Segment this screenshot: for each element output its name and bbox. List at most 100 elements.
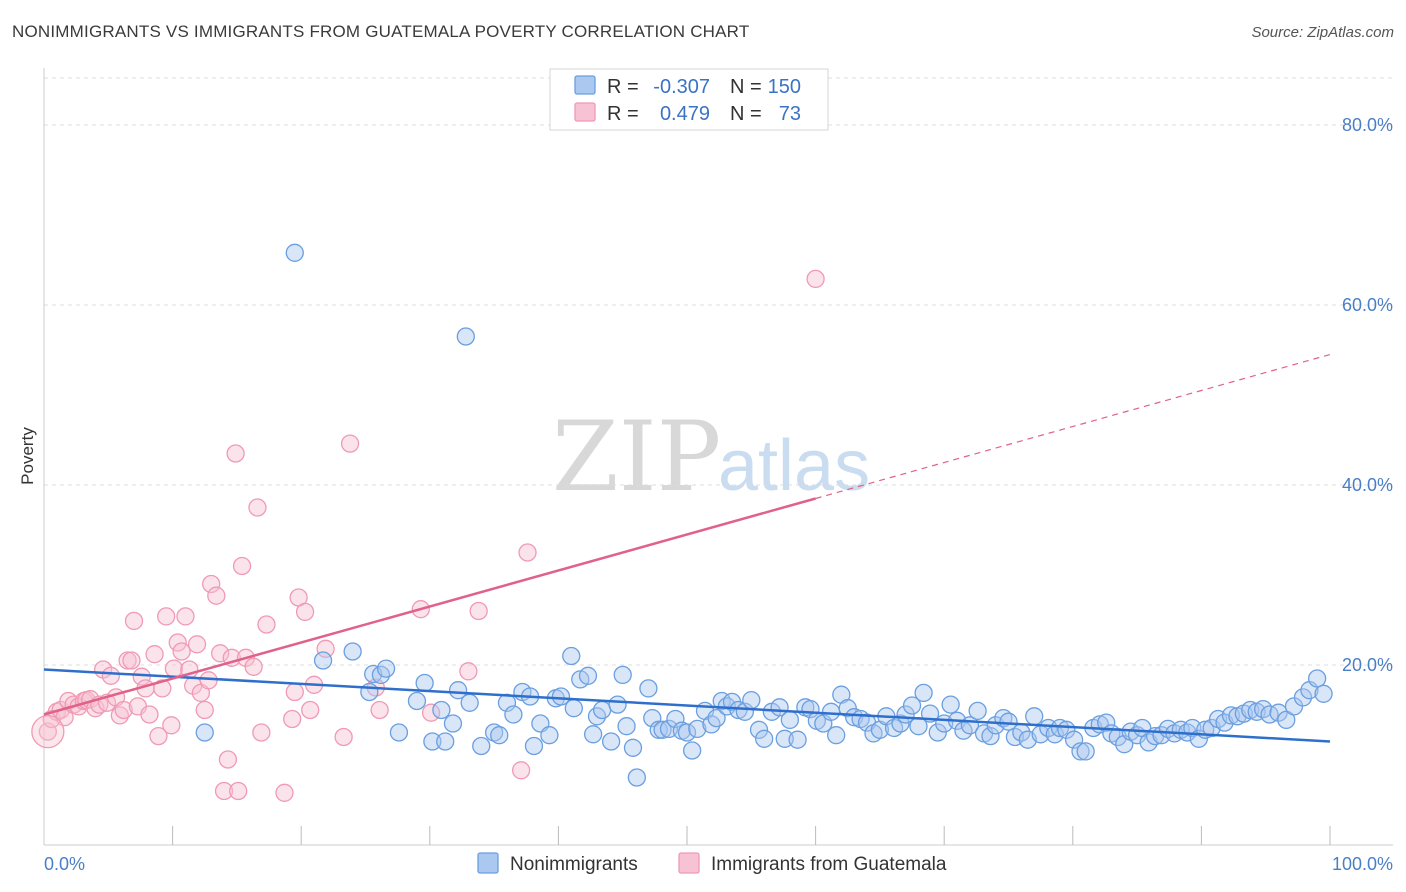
- nonimmigrants-point: [562, 646, 581, 666]
- legend-n-label: N =: [730, 103, 762, 125]
- nonimmigrants-point: [432, 700, 451, 720]
- immigrants-point: [132, 667, 151, 686]
- nonimmigrants-point: [821, 702, 841, 721]
- immigrants-point: [140, 705, 159, 724]
- immigrants-point: [252, 723, 271, 742]
- immigrants-point: [114, 700, 133, 720]
- legend-n-value: 73: [779, 103, 801, 125]
- nonimmigrants-point: [902, 696, 922, 715]
- immigrants-point: [370, 700, 389, 720]
- immigrants-point: [806, 269, 825, 289]
- immigrants-point: [340, 434, 360, 453]
- immigrants-point: [285, 682, 304, 702]
- nonimmigrants-point: [617, 717, 636, 736]
- legend-n-label: N =: [730, 76, 762, 98]
- immigrants-point: [334, 727, 353, 747]
- nonimmigrants-point: [407, 691, 427, 711]
- legend-box: [549, 68, 829, 131]
- nonimmigrants-point: [592, 700, 612, 720]
- nonimmigrants-point: [780, 710, 800, 730]
- immigrants-point: [248, 498, 267, 517]
- nonimmigrants-point: [677, 723, 697, 742]
- nonimmigrants-point: [343, 642, 362, 661]
- immigrants-point: [283, 709, 302, 729]
- nonimmigrants-point: [1097, 713, 1116, 732]
- trend-lines: [43, 353, 1331, 743]
- nonimmigrants-point: [627, 768, 646, 787]
- watermark-zip: ZIP: [552, 401, 721, 513]
- nonimmigrants-point: [564, 699, 583, 718]
- chart-title: NONIMMIGRANTS VS IMMIGRANTS FROM GUATEMA…: [12, 22, 750, 41]
- nonimmigrants-point: [443, 714, 463, 733]
- nonimmigrants-point: [436, 732, 455, 751]
- immigrants-point: [518, 543, 537, 562]
- y-tick-label: 40.0%: [1342, 475, 1393, 495]
- nonimmigrants-point: [613, 665, 632, 685]
- immigrants-point: [214, 781, 234, 801]
- nonimmigrants-point: [195, 723, 214, 742]
- nonimmigrants-point: [788, 730, 807, 749]
- nonimmigrants-point: [981, 726, 1000, 746]
- immigrants-point: [164, 659, 184, 678]
- x-tick-label-max: 100.0%: [1332, 854, 1393, 874]
- nonimmigrants-point: [623, 738, 643, 757]
- immigrants-point: [153, 679, 172, 698]
- immigrants-point: [145, 645, 164, 664]
- nonimmigrants-point: [1260, 705, 1279, 724]
- bottom-legend-swatch-immigrants: [678, 852, 700, 874]
- nonimmigrants-point: [1076, 742, 1095, 761]
- nonimmigrants-point: [755, 729, 774, 748]
- correlation-legend: R = -0.307 N = 150 R = 0.479 N = 73: [549, 68, 829, 131]
- nonimmigrants-point: [1314, 684, 1333, 703]
- nonimmigrants-point: [540, 726, 559, 745]
- immigrants-point: [202, 574, 221, 594]
- immigrants-point: [168, 633, 187, 652]
- bottom-legend-swatch-nonimmigrants: [477, 852, 499, 874]
- legend-swatch-nonimmigrants: [574, 75, 596, 95]
- immigrants-point: [124, 611, 144, 631]
- immigrants-point: [469, 601, 488, 621]
- nonimmigrants-point: [941, 695, 960, 714]
- y-tick-label: 80.0%: [1342, 115, 1393, 135]
- nonimmigrants-point: [827, 726, 846, 745]
- nonimmigrants-point: [460, 693, 479, 712]
- nonimmigrants-point: [749, 720, 769, 739]
- nonimmigrants-point: [1307, 669, 1327, 688]
- immigrants-point: [421, 703, 441, 722]
- watermark: ZIP atlas: [552, 401, 870, 513]
- nonimmigrants-point: [285, 243, 304, 262]
- immigrants-point: [122, 651, 141, 670]
- nonimmigrants-point: [742, 690, 761, 710]
- nonimmigrants-point: [583, 725, 603, 744]
- immigrants-point: [226, 444, 245, 463]
- legend-n-value: 150: [768, 76, 801, 98]
- legend-r-label: R =: [607, 103, 639, 125]
- trend-line-immigrants-extension: [815, 353, 1331, 500]
- immigrants-point: [157, 607, 176, 626]
- series-nonimmigrants-points: [195, 243, 1333, 787]
- nonimmigrants-point: [524, 736, 544, 756]
- watermark-atlas: atlas: [718, 426, 870, 506]
- nonimmigrants-point: [653, 720, 672, 739]
- nonimmigrants-point: [1025, 707, 1044, 726]
- nonimmigrants-point: [643, 708, 662, 728]
- nonimmigrants-point: [423, 732, 442, 751]
- nonimmigrants-point: [775, 729, 794, 748]
- immigrants-point: [118, 651, 137, 670]
- immigrants-point: [211, 644, 230, 663]
- immigrants-point: [172, 642, 191, 661]
- bottom-legend-label-nonimmigrants: Nonimmigrants: [510, 854, 638, 875]
- nonimmigrants-point: [688, 719, 707, 739]
- immigrants-point: [295, 602, 315, 622]
- source-label: Source: ZipAtlas.com: [1251, 24, 1394, 41]
- nonimmigrants-point: [707, 708, 726, 728]
- nonimmigrants-point: [914, 683, 933, 703]
- nonimmigrants-point: [639, 679, 658, 698]
- immigrants-point: [459, 662, 478, 681]
- immigrants-point: [176, 607, 195, 626]
- nonimmigrants-point: [891, 714, 910, 733]
- immigrants-point: [316, 639, 335, 658]
- bottom-legend-label-immigrants: Immigrants from Guatemala: [711, 854, 947, 875]
- series-immigrants-points: [31, 269, 825, 802]
